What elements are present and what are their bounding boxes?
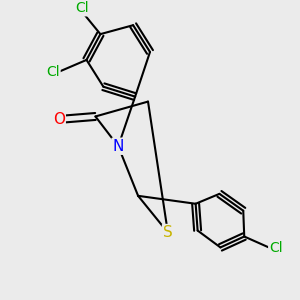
Text: Cl: Cl [46,65,60,79]
Text: Cl: Cl [76,1,89,15]
Text: S: S [163,225,173,240]
Text: Cl: Cl [269,242,283,255]
Text: O: O [53,112,65,127]
Text: N: N [112,139,124,154]
